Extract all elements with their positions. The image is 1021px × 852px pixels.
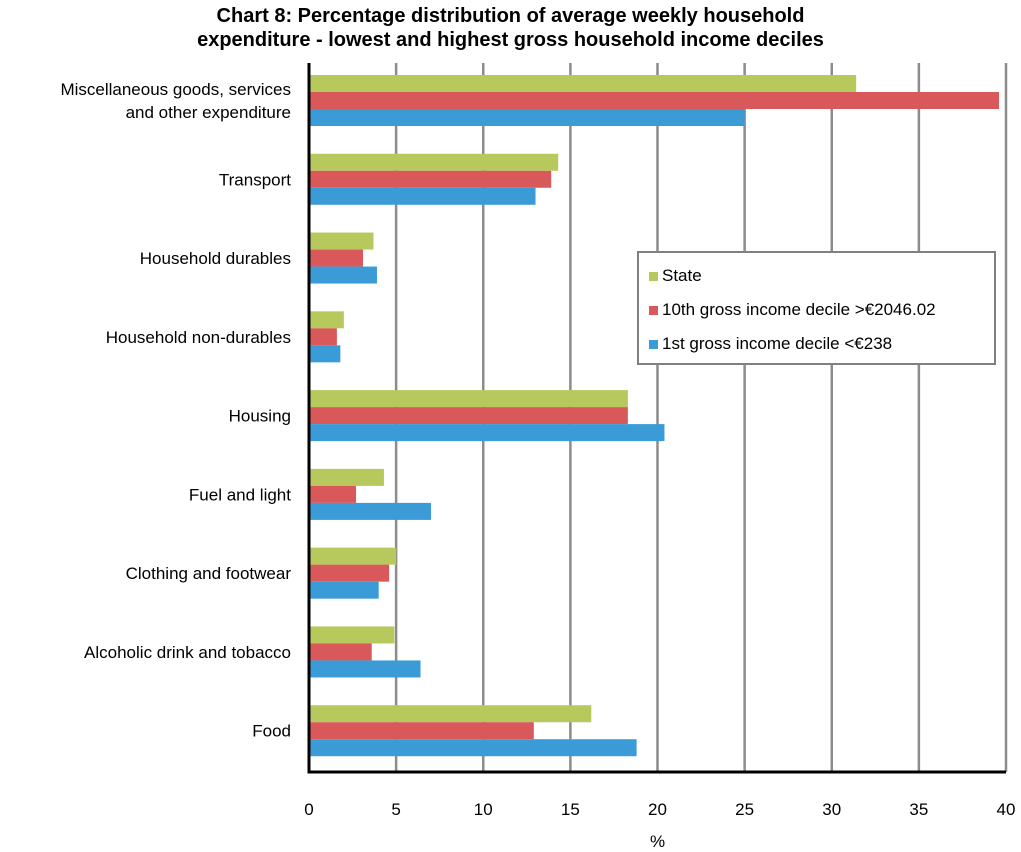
legend-item-state: State [649,259,994,293]
x-tick-label: 10 [474,800,493,819]
x-tick-label: 20 [648,800,667,819]
legend-swatch-1st-decile [649,339,658,349]
bar [309,390,628,408]
bar [309,739,637,757]
bar [309,468,384,486]
bar [309,328,337,346]
x-tick-label: 35 [909,800,928,819]
category-label: and other expenditure [126,103,291,122]
bar [309,187,536,205]
legend-swatch-10th-decile [649,305,658,315]
bar [309,626,395,644]
category-label: Clothing and footwear [126,564,292,583]
category-label: Housing [229,407,291,426]
bar [309,345,341,363]
chart-title-line-2: expenditure - lowest and highest gross h… [197,29,824,51]
legend-item-10th-decile: 10th gross income decile >€2046.02 [649,293,994,327]
x-tick-label: 5 [391,800,400,819]
chart-legend: State 10th gross income decile >€2046.02… [637,251,996,365]
bar [309,705,592,723]
chart-title-line-1: Chart 8: Percentage distribution of aver… [216,5,805,27]
chart-title: Chart 8: Percentage distribution of aver… [0,4,1021,52]
legend-label-1st-decile: 1st gross income decile <€238 [662,334,893,353]
legend-label-10th-decile: 10th gross income decile >€2046.02 [662,300,936,319]
x-tick-label: 0 [304,800,313,819]
bar [309,232,374,250]
bar [309,109,745,126]
bar [309,75,857,92]
category-label: Food [252,722,291,741]
category-label: Household durables [140,249,291,268]
bar [309,660,421,678]
bar [309,311,344,329]
x-tick-label: 15 [561,800,580,819]
bar [309,170,552,188]
category-label: Household non-durables [106,328,291,347]
bar [309,249,364,267]
bar [309,266,377,284]
legend-item-1st-decile: 1st gross income decile <€238 [649,327,994,361]
bar [309,722,534,740]
bar [309,153,559,171]
legend-label-state: State [662,266,702,285]
bar [309,502,431,520]
category-label: Alcoholic drink and tobacco [84,643,291,662]
x-tick-label: 25 [735,800,754,819]
bar [309,92,1000,109]
bar [309,407,628,425]
category-label: Fuel and light [189,485,291,504]
x-tick-label: 30 [822,800,841,819]
bar [309,564,390,582]
bar [309,485,357,503]
bar [309,581,379,599]
bar [309,547,397,565]
x-tick-label: 40 [997,800,1016,819]
category-label: Transport [219,170,291,189]
x-axis-label: % [650,832,665,851]
legend-swatch-state [649,271,658,281]
bar [309,643,372,661]
category-label: Miscellaneous goods, services [60,80,291,99]
bar [309,424,665,442]
